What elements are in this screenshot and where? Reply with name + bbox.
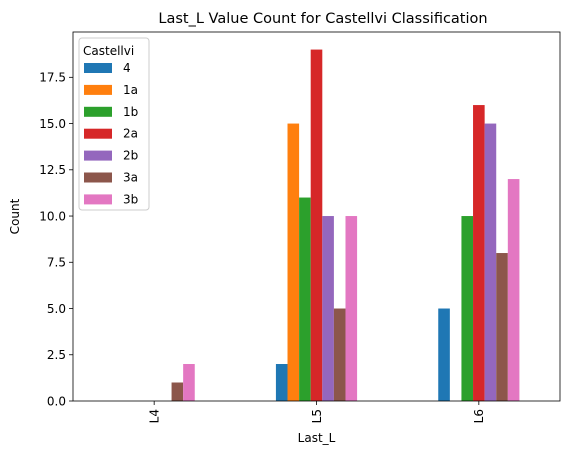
bar-1b-L6 — [461, 216, 474, 401]
bar-2b-L5 — [322, 216, 334, 401]
x-axis-title: Last_L — [298, 431, 336, 445]
y-axis-ticks: 0.0 2.5 5.0 7.5 10.0 12.5 15.0 17.5 — [39, 71, 73, 408]
legend: Castellvi 4 1a 1b 2a 2b 3a 3b — [78, 37, 150, 211]
legend-swatch-2b — [84, 150, 112, 161]
y-axis-title: Count — [8, 198, 22, 234]
chart-title: Last_L Value Count for Castellvi Classif… — [158, 11, 487, 27]
x-axis-ticks: L4 L5 L6 — [147, 401, 486, 423]
y-tick-label: 7.5 — [47, 256, 66, 270]
bar-4-L5 — [275, 364, 288, 401]
bar-1a-L5 — [287, 123, 300, 401]
legend-swatch-1b — [84, 106, 112, 117]
bar-4-L6 — [438, 308, 450, 401]
y-tick-label: 12.5 — [39, 163, 66, 177]
legend-items: 4 1a 1b 2a 2b 3a 3b — [84, 61, 138, 206]
bar-3b-L5 — [345, 216, 358, 401]
legend-box — [78, 37, 150, 211]
bar-3b-L6 — [507, 179, 520, 401]
y-tick-label: 15.0 — [39, 117, 66, 131]
y-tick-label: 5.0 — [47, 302, 66, 316]
x-tick-label-L6: L6 — [472, 409, 486, 423]
y-tick-label: 17.5 — [39, 71, 66, 85]
legend-swatch-3b — [84, 194, 112, 205]
legend-swatch-2a — [84, 128, 112, 139]
legend-label-4: 4 — [123, 61, 131, 75]
legend-label-3b: 3b — [123, 192, 138, 206]
bar-3b-L4 — [183, 364, 195, 401]
legend-swatch-1a — [84, 84, 112, 95]
bar-2a-L5 — [310, 49, 323, 401]
bar-3a-L6 — [496, 253, 508, 401]
bar-3a-L4 — [171, 382, 184, 401]
bars-group — [171, 49, 520, 401]
legend-label-1a: 1a — [123, 83, 138, 97]
legend-swatch-4 — [84, 63, 112, 73]
bar-2b-L6 — [484, 123, 497, 401]
legend-swatch-3a — [84, 172, 112, 183]
y-tick-label: 2.5 — [47, 348, 66, 362]
legend-label-3a: 3a — [123, 171, 138, 185]
plot-frame — [72, 31, 561, 402]
bar-2a-L6 — [473, 105, 485, 401]
x-tick-label-L5: L5 — [310, 409, 324, 423]
legend-title: Castellvi — [83, 44, 134, 58]
legend-label-1b: 1b — [123, 105, 138, 119]
bar-1b-L5 — [299, 197, 311, 401]
legend-label-2a: 2a — [123, 127, 138, 141]
bar-3a-L5 — [333, 308, 346, 401]
x-tick-label-L4: L4 — [147, 409, 161, 423]
y-tick-label: 0.0 — [47, 394, 66, 408]
y-tick-label: 10.0 — [39, 209, 66, 223]
legend-label-2b: 2b — [123, 149, 138, 163]
